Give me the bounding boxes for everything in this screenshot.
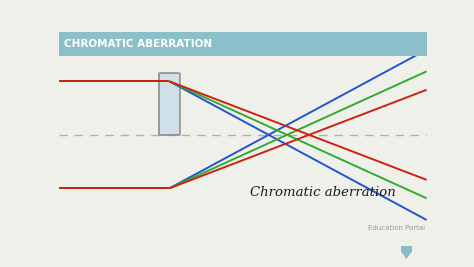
Polygon shape (401, 251, 412, 259)
FancyBboxPatch shape (59, 32, 427, 56)
Polygon shape (159, 73, 180, 135)
Text: Education Portal: Education Portal (368, 225, 425, 231)
Text: Chromatic aberration: Chromatic aberration (250, 186, 396, 199)
Text: CHROMATIC ABERRATION: CHROMATIC ABERRATION (64, 39, 212, 49)
FancyBboxPatch shape (401, 246, 412, 252)
